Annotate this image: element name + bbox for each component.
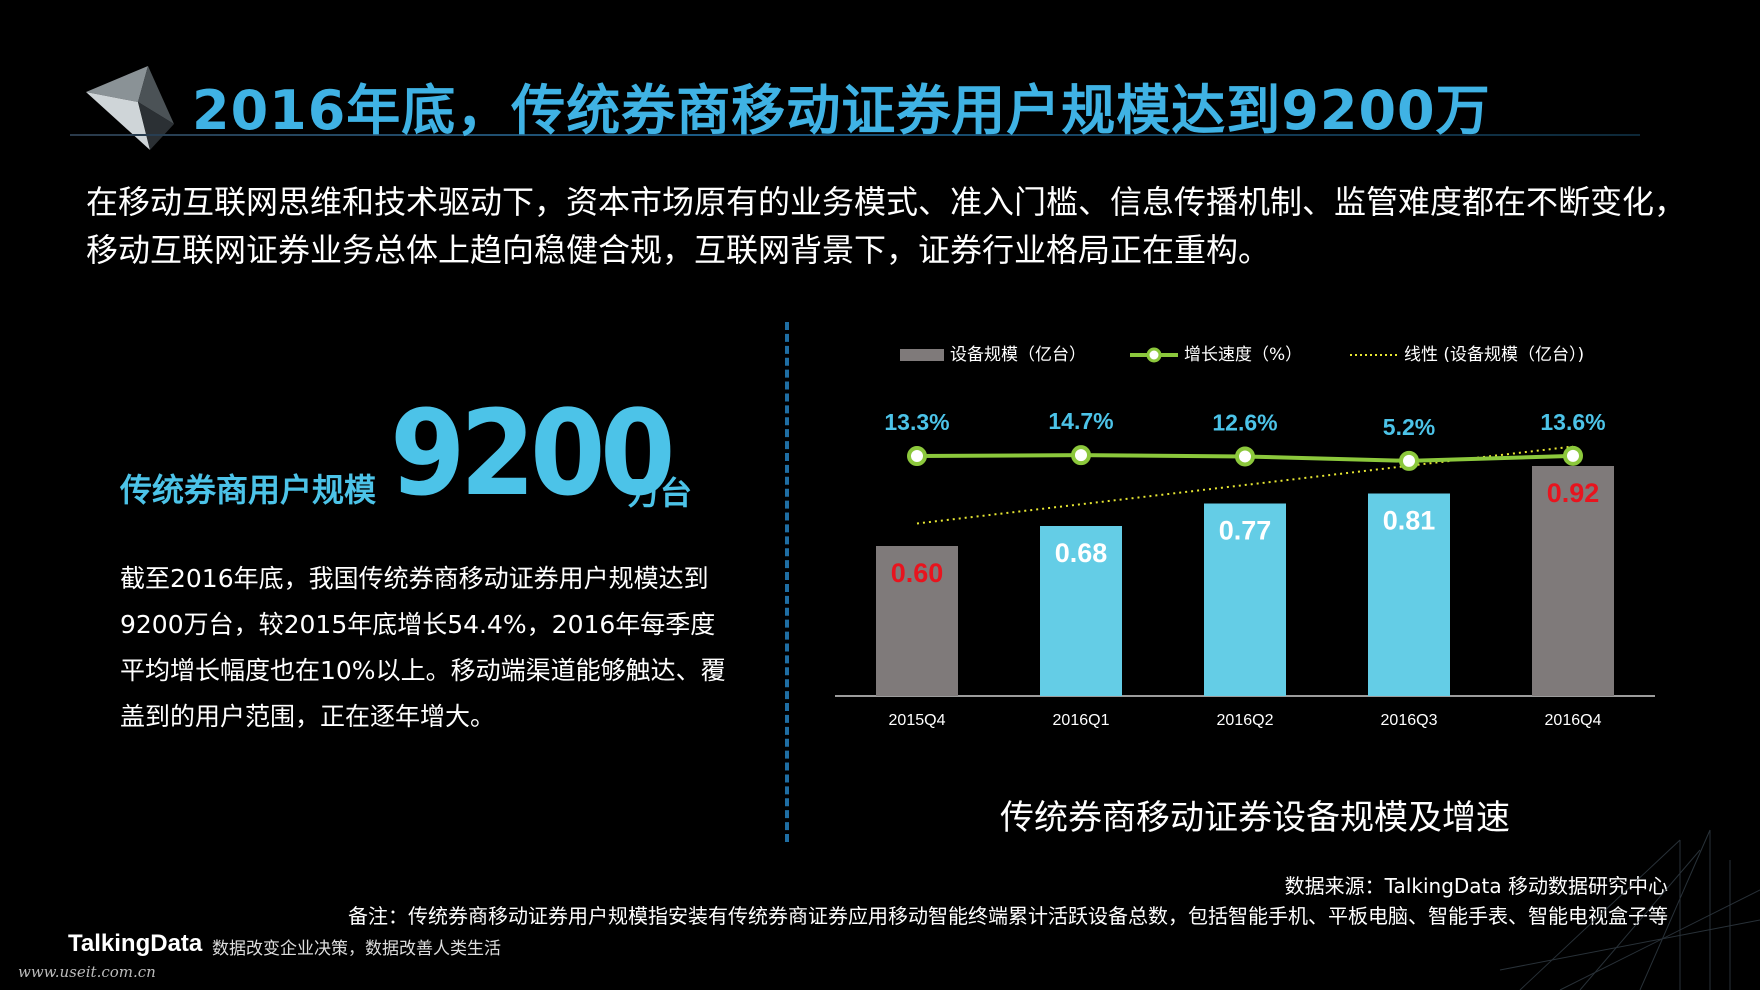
device-scale-chart: 0.60 0.68 0.77 0.81 0.92 2015Q4 2016Q1 2016Q2 20… [835, 345, 1655, 729]
kpi-value: 9200 [390, 384, 676, 522]
kpi-label: 传统券商用户规模 [120, 471, 377, 509]
section-divider [785, 322, 789, 842]
bar-2016Q4 [1532, 466, 1614, 696]
bar-2015Q4 [876, 546, 958, 696]
x-tick-label: 2016Q4 [1545, 712, 1602, 729]
title-underline [70, 134, 1640, 136]
bar-label: 0.60 [891, 558, 944, 588]
bar-label: 0.81 [1383, 506, 1436, 536]
bar-label: 0.77 [1219, 516, 1272, 546]
watermark: www.useit.com.cn [18, 963, 156, 981]
growth-label: 13.3% [884, 409, 949, 435]
growth-point [1235, 446, 1255, 467]
growth-point [1071, 445, 1091, 466]
brand-slogan: 数据改变企业决策，数据改善人类生活 [212, 939, 501, 959]
page-title: 2016年底，传统券商移动证券用户规模达到9200万 [192, 79, 1491, 142]
data-source: 数据来源：TalkingData 移动数据研究中心 [1284, 874, 1668, 898]
legend-swatch-growth-point [1146, 347, 1162, 363]
chart-title: 传统券商移动证券设备规模及增速 [1000, 798, 1510, 838]
growth-point [1399, 450, 1419, 471]
growth-label: 5.2% [1383, 414, 1435, 440]
x-tick-label: 2016Q1 [1053, 712, 1110, 729]
growth-label: 13.6% [1540, 409, 1605, 435]
growth-point [1563, 445, 1583, 466]
decorative-network-graphic [1499, 829, 1760, 990]
header-logo-icon [86, 66, 174, 150]
growth-label: 14.7% [1048, 408, 1113, 434]
bar-2016Q2 [1204, 503, 1286, 696]
growth-point [907, 446, 927, 467]
x-tick-label: 2015Q4 [889, 712, 946, 729]
legend-label: 增长速度（%） [1184, 345, 1302, 365]
kpi-description: 截至2016年底，我国传统券商移动证券用户规模达到9200万台，较2015年底增… [120, 564, 726, 731]
kpi-unit: 万台 [628, 474, 693, 512]
x-tick-label: 2016Q2 [1217, 712, 1274, 729]
legend-label: 设备规模（亿台） [950, 345, 1086, 365]
bar-2016Q1 [1040, 526, 1122, 696]
legend-label: 线性 (设备规模（亿台）) [1404, 345, 1584, 365]
growth-label: 12.6% [1212, 409, 1277, 435]
footnote: 备注：传统券商移动证券用户规模指安装有传统券商证券应用移动智能终端累计活跃设备总… [348, 904, 1668, 928]
x-tick-label: 2016Q3 [1381, 712, 1438, 729]
bar-label: 0.68 [1055, 538, 1108, 568]
bar-label: 0.92 [1547, 478, 1600, 508]
legend-swatch-bars [900, 349, 944, 361]
bar-2016Q3 [1368, 493, 1450, 696]
brand-logo: TalkingData [68, 930, 203, 957]
trendline [916, 445, 1574, 525]
intro-paragraph: 在移动互联网思维和技术驱动下，资本市场原有的业务模式、准入门槛、信息传播机制、监… [86, 183, 1687, 269]
